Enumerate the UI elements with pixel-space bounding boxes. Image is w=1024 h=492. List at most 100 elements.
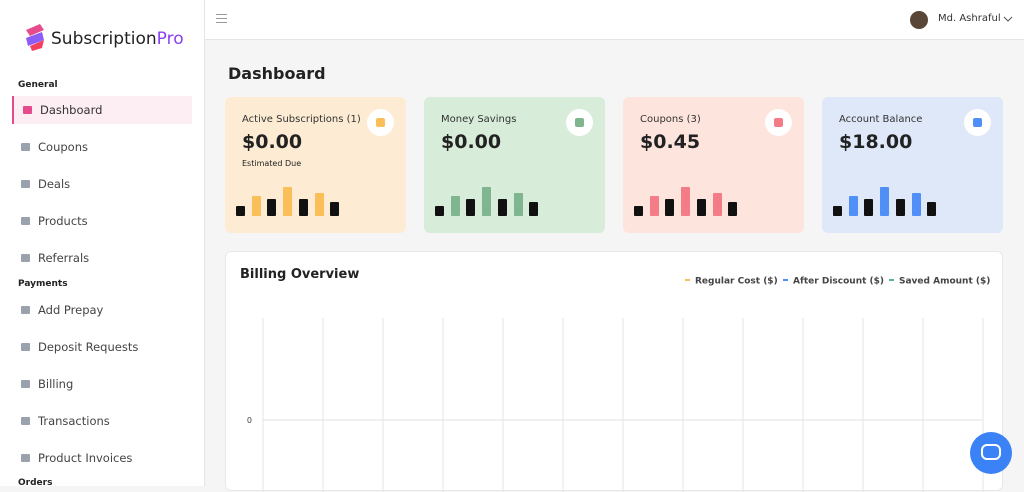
card-label: Money Savings — [441, 114, 517, 125]
legend-label: After Discount ($) — [793, 277, 884, 287]
mini-bar — [833, 206, 842, 216]
card-label: Account Balance — [839, 114, 923, 125]
nav-item[interactable]: Deposit Requests — [12, 333, 192, 361]
nav-label: Deposit Requests — [38, 340, 139, 354]
nav-label: Referrals — [38, 251, 90, 265]
legend-label: Regular Cost ($) — [695, 277, 778, 287]
mini-bar — [330, 202, 340, 216]
nav-item[interactable]: Coupons — [12, 133, 192, 161]
y-tick-label: 0 — [247, 416, 252, 425]
stat-card: Active Subscriptions (1) $0.00 Estimated D… — [225, 97, 406, 233]
mini-bar — [314, 193, 324, 216]
mini-bar — [634, 206, 643, 216]
section-title: General — [18, 80, 58, 90]
nav-icon — [21, 254, 30, 262]
chevron[interactable] — [1003, 15, 1013, 23]
section-title: Payments — [18, 279, 68, 289]
nav-icon — [21, 417, 30, 425]
nav-item[interactable]: Dashboard — [12, 96, 192, 124]
chat-button[interactable] — [970, 432, 1012, 474]
mini-bar — [864, 199, 874, 216]
mini-bar — [298, 199, 308, 216]
menu-button[interactable] — [216, 14, 227, 23]
topbar: Md. Ashraful — [205, 0, 1024, 40]
nav-label: Transactions — [38, 414, 110, 428]
card-value: $0.00 — [441, 131, 502, 153]
nav-icon — [21, 143, 30, 151]
brand: SubscriptionPro — [51, 29, 184, 49]
page-title: Dashboard — [228, 64, 326, 83]
mini-bar — [435, 206, 444, 216]
nav-label: Products — [38, 214, 88, 228]
nav-icon — [23, 106, 32, 114]
mini-bar — [283, 187, 293, 216]
nav-item[interactable]: Billing — [12, 370, 192, 398]
logo-icon — [26, 24, 44, 51]
mini-bar — [665, 199, 675, 216]
card-icon — [964, 109, 991, 136]
mini-bar — [696, 199, 706, 216]
billing-chart: Regular Cost ($) After Discount ($) Saved … — [247, 277, 990, 492]
user-name[interactable]: Md. Ashraful — [938, 13, 1001, 24]
card-value: $0.45 — [640, 131, 701, 153]
nav-item[interactable]: Add Prepay — [12, 296, 192, 324]
nav-label: Dashboard — [40, 103, 103, 117]
mini-bar — [513, 193, 523, 216]
nav-icon — [21, 306, 30, 314]
avatar[interactable] — [910, 11, 928, 29]
mini-bar — [251, 196, 261, 216]
billing-card: Billing Overview Regular Cost ($) After D… — [225, 251, 1003, 492]
mini-bar — [236, 206, 245, 216]
card-value: $18.00 — [839, 131, 913, 153]
icon-glyph — [973, 118, 982, 127]
mini-bar — [728, 202, 738, 216]
nav-icon — [21, 380, 30, 388]
card-icon — [566, 109, 593, 136]
section-title: Orders — [18, 478, 53, 488]
nav-label: Billing — [38, 377, 74, 391]
nav-icon — [21, 343, 30, 351]
nav-icon — [21, 454, 30, 462]
stat-card: Account Balance $18.00 — [822, 97, 1003, 233]
nav-item[interactable]: Referrals — [12, 244, 192, 272]
icon-glyph — [774, 118, 783, 127]
mini-bar — [880, 187, 890, 216]
sidebar: SubscriptionPro General Dashboard Coupons D… — [0, 0, 205, 488]
card-note: Estimated Due — [242, 159, 302, 168]
icon-glyph — [376, 118, 385, 127]
nav-label: Product Invoices — [38, 451, 133, 465]
mini-bar — [466, 199, 476, 216]
mini-bar — [482, 187, 492, 216]
mini-bar — [529, 202, 539, 216]
card-icon — [367, 109, 394, 136]
mini-bar — [927, 202, 937, 216]
nav-label: Coupons — [38, 140, 88, 154]
brand-accent: Pro — [156, 29, 184, 49]
card-label: Coupons (3) — [640, 114, 701, 125]
nav-label: Add Prepay — [38, 303, 104, 317]
nav-icon — [21, 217, 30, 225]
icon-glyph — [575, 118, 584, 127]
nav-item[interactable]: Product Invoices — [12, 444, 192, 472]
card-value: $0.00 — [242, 131, 303, 153]
mini-bar — [895, 199, 905, 216]
mini-bar — [848, 196, 858, 216]
mini-bar — [681, 187, 691, 216]
stat-card: Money Savings $0.00 — [424, 97, 605, 233]
card-label: Active Subscriptions (1) — [242, 114, 361, 125]
brand-name: Subscription — [51, 29, 157, 49]
mini-bar — [712, 193, 722, 216]
nav-item[interactable]: Products — [12, 207, 192, 235]
nav-label: Deals — [38, 177, 71, 191]
stat-card: Coupons (3) $0.45 — [623, 97, 804, 233]
mini-bar — [267, 199, 277, 216]
mini-bar — [497, 199, 507, 216]
card-icon — [765, 109, 792, 136]
mini-bar — [649, 196, 659, 216]
legend-label: Saved Amount ($) — [899, 277, 990, 287]
mini-bar — [911, 193, 921, 216]
nav-icon — [21, 180, 30, 188]
nav-item[interactable]: Transactions — [12, 407, 192, 435]
nav-item[interactable]: Deals — [12, 170, 192, 198]
